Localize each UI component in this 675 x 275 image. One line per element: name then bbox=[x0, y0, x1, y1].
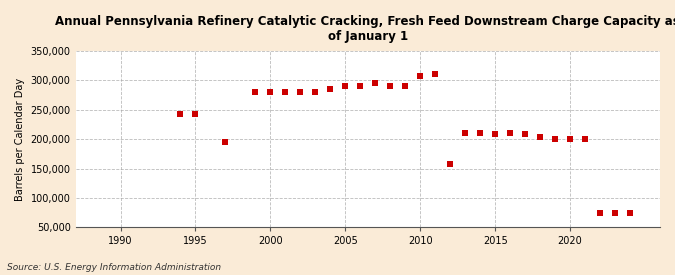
Y-axis label: Barrels per Calendar Day: Barrels per Calendar Day bbox=[15, 78, 25, 201]
Text: Source: U.S. Energy Information Administration: Source: U.S. Energy Information Administ… bbox=[7, 263, 221, 272]
Title: Annual Pennsylvania Refinery Catalytic Cracking, Fresh Feed Downstream Charge Ca: Annual Pennsylvania Refinery Catalytic C… bbox=[55, 15, 675, 43]
